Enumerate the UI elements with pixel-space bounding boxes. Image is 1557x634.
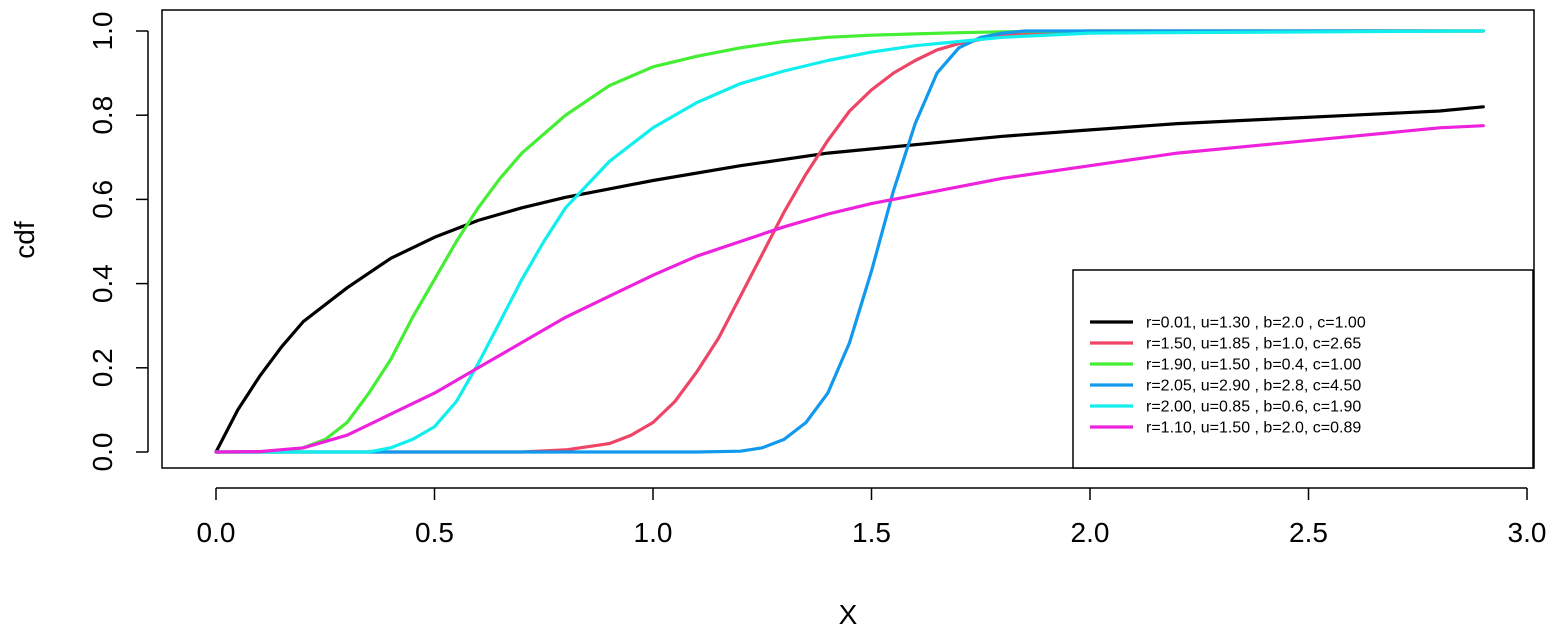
y-axis: 0.0 0.2 0.4 0.6 0.8 1.0 [87,12,149,472]
legend-label-3: r=1.90, u=1.50 , b=0.4, c=1.00 [1146,357,1361,374]
legend-label-4: r=2.05, u=2.90 , b=2.8, c=4.50 [1146,378,1361,395]
y-tick-label: 0.2 [87,348,118,387]
y-tick-label: 0.0 [87,433,118,472]
x-axis: 0.0 0.5 1.0 1.5 2.0 2.5 3.0 [197,487,1547,548]
y-tick-label: 0.6 [87,180,118,219]
legend: r=0.01, u=1.30 , b=2.0 , c=1.00 r=1.50, u… [1072,269,1534,469]
legend-label-5: r=2.00, u=0.85 , b=0.6, c=1.90 [1146,399,1361,416]
series-line-4 [214,29,1485,454]
x-tick-label: 1.5 [852,517,891,548]
legend-items: r=0.01, u=1.30 , b=2.0 , c=1.00 r=1.50, u… [1090,315,1366,437]
series-line-6 [214,124,1485,454]
series-line-3 [214,29,1485,454]
x-tick-label: 0.5 [415,517,454,548]
x-tick-label: 0.0 [197,517,236,548]
plot-frame [161,9,1535,469]
y-tick-label: 0.4 [87,264,118,303]
x-axis-title: X [839,599,858,630]
legend-label-1: r=0.01, u=1.30 , b=2.0 , c=1.00 [1146,315,1366,332]
legend-label-6: r=1.10, u=1.50 , b=2.0, c=0.89 [1146,420,1361,437]
y-axis-title: cdf [9,221,40,259]
x-tick-label: 1.0 [634,517,673,548]
legend-label-2: r=1.50, u=1.85 , b=1.0, c=2.65 [1146,336,1361,353]
series-line-1 [214,105,1485,454]
legend-box [1072,269,1534,469]
series-line-5 [214,29,1485,454]
x-tick-label: 2.0 [1071,517,1110,548]
x-tick-label: 2.5 [1289,517,1328,548]
x-tick-label: 3.0 [1508,517,1547,548]
y-tick-label: 1.0 [87,12,118,51]
y-tick-label: 0.8 [87,96,118,135]
series-layer [214,29,1485,454]
